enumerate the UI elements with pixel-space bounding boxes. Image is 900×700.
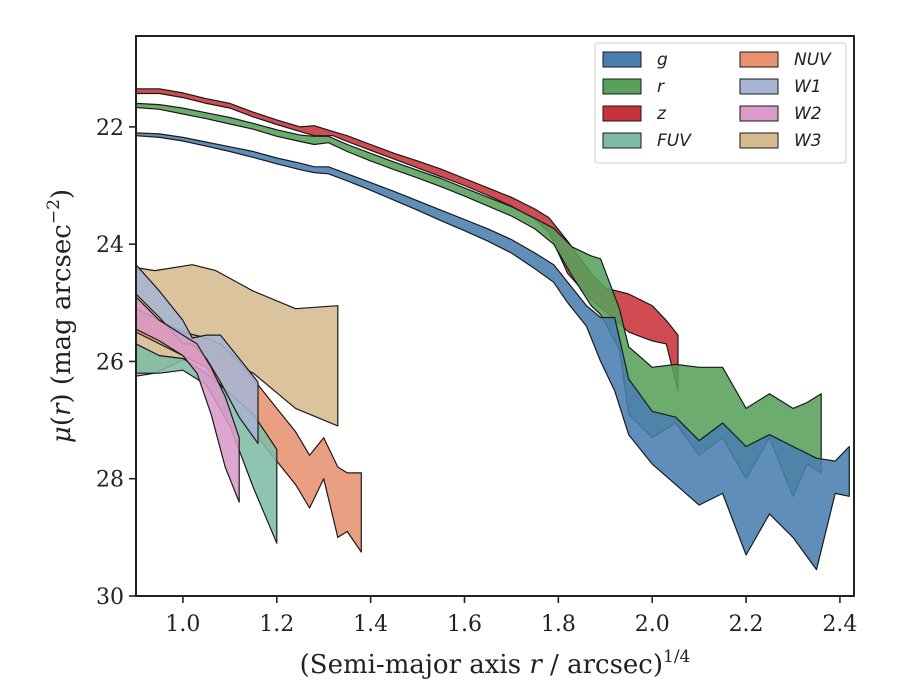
x-tick-label: 2.0 [635,612,670,637]
x-tick-label: 1.2 [259,612,294,637]
x-tick-label: 2.2 [729,612,764,637]
data-bands [136,88,850,571]
legend-label-fuv: FUV [657,131,692,151]
legend-swatch-w3 [739,132,779,149]
x-tick-label: 1.8 [541,612,576,637]
x-axis-title: (Semi-major axis r / arcsec)1/4 [300,647,691,680]
legend-swatch-nuv [739,51,779,68]
legend-swatch-w1 [739,78,779,95]
legend-frame [594,42,847,164]
legend-label-nuv: NUV [794,50,832,70]
legend-swatch-r [602,78,642,95]
x-axis: 1.0 1.2 1.4 1.6 1.8 2.0 2.2 2.4 [165,596,857,637]
y-axis: 22 24 26 28 30 [96,116,136,610]
legend-label-w3: W3 [794,131,822,151]
y-tick-label: 26 [96,350,124,375]
y-tick-label: 22 [96,116,124,141]
legend-label-g: g [657,50,668,70]
x-tick-label: 2.4 [822,612,857,637]
y-tick-label: 30 [96,585,124,610]
legend: grz FUV NUV W1 W2 W3 [594,42,847,164]
y-axis-title: μ(r) (mag arcsec−2) [44,189,77,443]
x-tick-label: 1.4 [353,612,388,637]
band-g [136,132,850,571]
legend-swatch-z [602,105,642,122]
legend-swatch-g [602,51,642,68]
x-tick-label: 1.6 [447,612,482,637]
legend-swatch-fuv [602,132,642,149]
x-tick-label: 1.0 [165,612,200,637]
legend-label-r: r [657,77,665,97]
legend-label-z: z [656,104,667,124]
plot-frame [135,35,855,597]
legend-swatch-w2 [739,105,779,122]
legend-label-w1: W1 [794,77,822,97]
y-tick-label: 28 [96,468,124,493]
legend-label-w2: W2 [794,104,822,124]
band-w2 [136,296,240,503]
y-tick-label: 24 [96,233,124,258]
